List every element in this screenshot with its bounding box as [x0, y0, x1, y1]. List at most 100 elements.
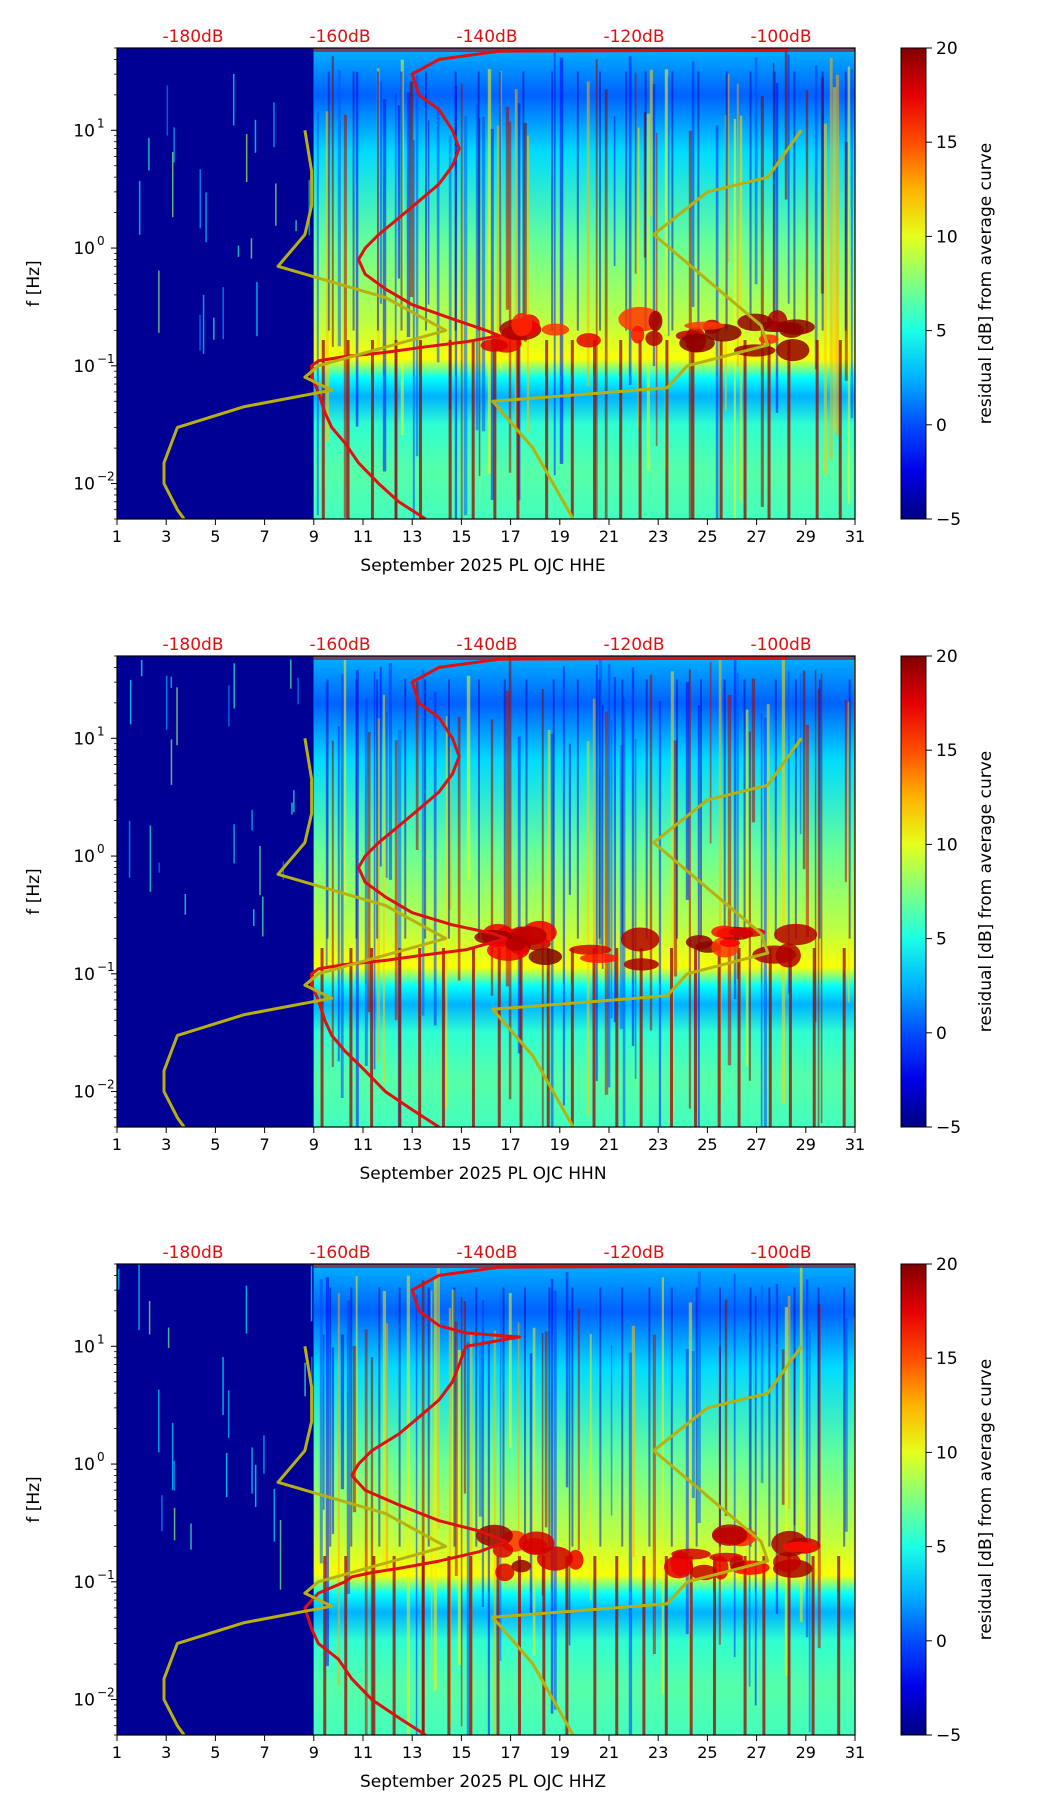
colorbar-tick-label: 5 — [936, 1538, 947, 1558]
x-tick-label: 7 — [260, 1743, 270, 1762]
colorbar-tick-label: 10 — [936, 1443, 958, 1463]
y-tick-exponent: 0 — [97, 234, 105, 248]
top-db-label: -140dB — [456, 635, 517, 655]
x-tick-label: 31 — [845, 527, 865, 546]
y-tick-exponent: 1 — [97, 116, 105, 130]
top-db-label: -120dB — [603, 1243, 664, 1263]
colorbar-tick-label: 20 — [936, 39, 958, 59]
x-tick-label: 9 — [309, 1135, 319, 1154]
no-data-region — [117, 1264, 314, 1735]
x-tick-label: 15 — [451, 1743, 471, 1762]
x-tick-label: 1 — [112, 527, 122, 546]
y-axis-label: f [Hz] — [24, 868, 44, 914]
x-tick-label: 17 — [500, 1135, 520, 1154]
x-tick-label: 1 — [112, 1743, 122, 1762]
y-tick-exponent: 1 — [97, 724, 105, 738]
curve-1 — [162, 130, 448, 519]
y-axis-label: f [Hz] — [24, 260, 44, 306]
colorbar-tick-label: 10 — [936, 227, 958, 247]
colorbar-tick-label: 0 — [936, 1632, 947, 1652]
colorbar-tick-label: 10 — [936, 835, 958, 855]
x-tick-label: 19 — [550, 527, 570, 546]
colorbar — [900, 47, 927, 520]
y-tick-label: 10 — [73, 475, 95, 495]
x-tick-label: 31 — [845, 1135, 865, 1154]
x-tick-label: 17 — [500, 1743, 520, 1762]
x-tick-label: 19 — [550, 1743, 570, 1762]
x-tick-label: 23 — [648, 1135, 668, 1154]
colorbar-label: residual [dB] from average curve — [976, 143, 996, 424]
x-axis-label: September 2025 PL OJC HHN — [359, 1164, 606, 1184]
colorbar-tick-label: 20 — [936, 1255, 958, 1275]
x-tick-label: 25 — [697, 527, 717, 546]
top-db-label: -140dB — [456, 27, 517, 47]
colorbar-tick-label: 5 — [936, 322, 947, 342]
x-tick-label: 13 — [402, 1743, 422, 1762]
colorbar-tick-label: −5 — [936, 1118, 961, 1138]
y-tick-exponent: −2 — [97, 1686, 115, 1700]
y-tick-exponent: 1 — [97, 1332, 105, 1346]
y-tick-label: 10 — [73, 965, 95, 985]
top-db-label: -160dB — [309, 1243, 370, 1263]
x-tick-label: 13 — [402, 1135, 422, 1154]
x-tick-label: 9 — [309, 1743, 319, 1762]
x-tick-label: 21 — [599, 527, 619, 546]
x-tick-label: 25 — [697, 1743, 717, 1762]
top-db-label: -180dB — [162, 27, 223, 47]
x-tick-label: 7 — [260, 527, 270, 546]
x-tick-label: 31 — [845, 1743, 865, 1762]
top-db-label: -160dB — [309, 27, 370, 47]
y-tick-label: 10 — [73, 1337, 95, 1357]
x-tick-label: 25 — [697, 1135, 717, 1154]
top-db-label: -180dB — [162, 1243, 223, 1263]
x-tick-label: 29 — [796, 527, 816, 546]
x-tick-label: 15 — [451, 1135, 471, 1154]
x-tick-label: 5 — [210, 1135, 220, 1154]
x-axis-label: September 2025 PL OJC HHE — [360, 556, 605, 576]
x-tick-label: 29 — [796, 1743, 816, 1762]
x-tick-label: 3 — [161, 1743, 171, 1762]
colorbar-tick-label: −5 — [936, 510, 961, 530]
colorbar-tick-label: 15 — [936, 741, 958, 761]
colorbar — [900, 1263, 927, 1736]
y-tick-exponent: −1 — [97, 960, 115, 974]
colorbar-label: residual [dB] from average curve — [976, 1359, 996, 1640]
y-tick-label: 10 — [73, 239, 95, 259]
colorbar-label: residual [dB] from average curve — [976, 751, 996, 1032]
y-tick-label: 10 — [73, 729, 95, 749]
y-tick-exponent: 0 — [97, 842, 105, 856]
y-tick-exponent: −1 — [97, 352, 115, 366]
y-tick-label: 10 — [73, 121, 95, 141]
top-db-label: -180dB — [162, 635, 223, 655]
y-tick-label: 10 — [73, 1573, 95, 1593]
x-tick-label: 11 — [353, 1743, 373, 1762]
heatmap-area — [117, 656, 855, 1127]
curve-1 — [162, 738, 448, 1127]
data-region — [313, 48, 855, 519]
y-tick-label: 10 — [73, 1455, 95, 1475]
top-db-label: -120dB — [603, 27, 664, 47]
x-tick-label: 23 — [648, 527, 668, 546]
y-axis-label: f [Hz] — [24, 1476, 44, 1522]
x-tick-label: 21 — [599, 1743, 619, 1762]
top-db-label: -140dB — [456, 1243, 517, 1263]
x-tick-label: 15 — [451, 527, 471, 546]
x-tick-label: 9 — [309, 527, 319, 546]
colorbar-tick-label: −5 — [936, 1726, 961, 1746]
x-axis-label: September 2025 PL OJC HHZ — [360, 1772, 606, 1792]
y-tick-exponent: −1 — [97, 1568, 115, 1582]
y-tick-exponent: −2 — [97, 470, 115, 484]
heatmap-area — [117, 48, 855, 519]
no-data-region — [117, 656, 314, 1127]
x-tick-label: 23 — [648, 1743, 668, 1762]
y-tick-exponent: 0 — [97, 1450, 105, 1464]
top-db-label: -100dB — [750, 27, 811, 47]
x-tick-label: 11 — [353, 527, 373, 546]
x-tick-label: 11 — [353, 1135, 373, 1154]
y-tick-label: 10 — [73, 1083, 95, 1103]
x-tick-label: 17 — [500, 527, 520, 546]
